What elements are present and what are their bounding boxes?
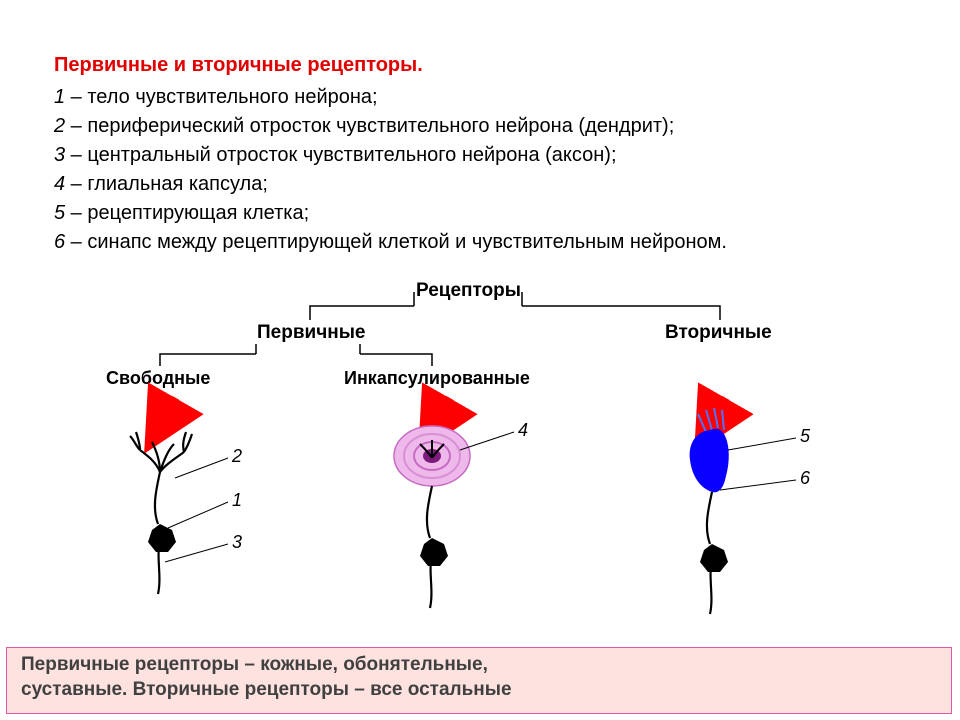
neuron-secondary-icon: [690, 408, 729, 614]
diagram-svg: [0, 280, 960, 620]
legend-line-4: 4 – глиальная капсула;: [54, 170, 914, 199]
page-title: Первичные и вторичные рецепторы.: [54, 54, 914, 77]
callout-3: 3: [232, 532, 242, 553]
callout-4: 4: [518, 420, 528, 441]
callout-2: 2: [232, 446, 242, 467]
legend-line-2: 2 – периферический отросток чувствительн…: [54, 112, 914, 141]
callout-5: 5: [800, 426, 810, 447]
footer-line-1: Первичные рецепторы – кожные, обонятельн…: [21, 652, 937, 678]
legend-line-1: 1 – тело чувствительного нейрона;: [54, 83, 914, 112]
neuron-encapsulated-icon: [394, 426, 470, 608]
legend-line-6: 6 – синапс между рецептирующей клеткой и…: [54, 228, 914, 257]
legend-line-5: 5 – рецептирующая клетка;: [54, 199, 914, 228]
footer-line-2: суставные. Вторичные рецепторы – все ост…: [21, 677, 937, 703]
legend-line-3: 3 – центральный отросток чувствительного…: [54, 141, 914, 170]
receptor-diagram: Рецепторы Первичные Вторичные Свободные …: [0, 280, 960, 620]
neuron-free-icon: [130, 432, 192, 594]
callout-6: 6: [800, 468, 810, 489]
footer-note: Первичные рецепторы – кожные, обонятельн…: [6, 647, 952, 714]
callout-1: 1: [232, 490, 242, 511]
header-block: Первичные и вторичные рецепторы. 1 – тел…: [54, 54, 914, 257]
